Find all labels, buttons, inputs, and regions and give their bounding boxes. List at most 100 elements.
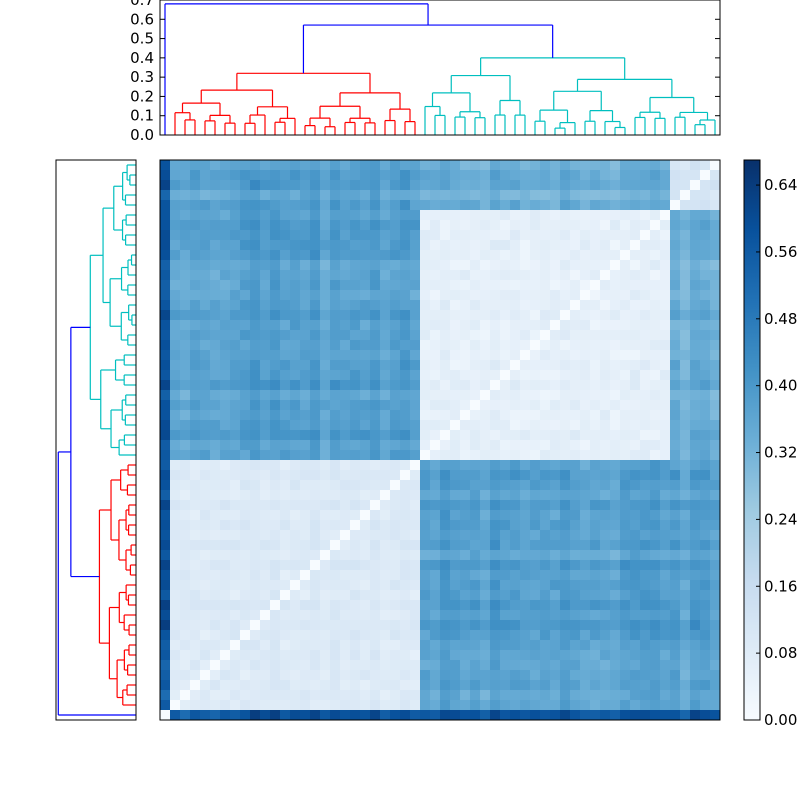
heatmap-cell — [200, 710, 211, 721]
heatmap-cell — [380, 610, 391, 621]
heatmap-cell — [230, 430, 241, 441]
heatmap-cell — [630, 250, 641, 261]
heatmap-cell — [670, 430, 681, 441]
heatmap-cell — [390, 690, 401, 701]
heatmap-cell — [610, 260, 621, 271]
heatmap-cell — [660, 430, 671, 441]
heatmap-cell — [580, 320, 591, 331]
heatmap-cell — [500, 280, 511, 291]
heatmap-cell — [440, 460, 451, 471]
heatmap-cell — [170, 600, 181, 611]
heatmap-cell — [510, 490, 521, 501]
heatmap-cell — [510, 350, 521, 361]
heatmap-cell — [650, 640, 661, 651]
left-dendrogram-frame — [55, 159, 137, 721]
heatmap-cell — [230, 660, 241, 671]
heatmap-cell — [510, 640, 521, 651]
heatmap-cell — [200, 600, 211, 611]
heatmap-cell — [590, 410, 601, 421]
heatmap-cell — [610, 220, 621, 231]
heatmap-cell — [450, 530, 461, 541]
heatmap-cell — [580, 170, 591, 181]
heatmap-cell — [550, 490, 561, 501]
heatmap-cell — [260, 480, 271, 491]
heatmap-cell — [580, 510, 591, 521]
heatmap-cell — [160, 620, 171, 631]
heatmap-cell — [310, 540, 321, 551]
heatmap-cell — [350, 440, 361, 451]
heatmap-cell — [620, 470, 631, 481]
heatmap-cell — [330, 350, 341, 361]
heatmap-cell — [190, 630, 201, 641]
heatmap-cell — [570, 440, 581, 451]
heatmap-cell — [650, 440, 661, 451]
heatmap-cell — [700, 540, 711, 551]
heatmap-cell — [350, 640, 361, 651]
heatmap-cell — [630, 380, 641, 391]
heatmap-cell — [290, 200, 301, 211]
heatmap-cell — [170, 480, 181, 491]
heatmap-cell — [690, 170, 701, 181]
heatmap-cell — [390, 300, 401, 311]
heatmap-cell — [280, 460, 291, 471]
heatmap-cell — [180, 200, 191, 211]
heatmap-cell — [440, 280, 451, 291]
heatmap-cell — [280, 210, 291, 221]
heatmap-cell — [430, 590, 441, 601]
heatmap-cell — [330, 310, 341, 321]
heatmap-cell — [300, 510, 311, 521]
heatmap-cell — [560, 490, 571, 501]
heatmap-cell — [260, 700, 271, 711]
heatmap-cell — [510, 320, 521, 331]
heatmap-cell — [600, 180, 611, 191]
heatmap-cell — [270, 370, 281, 381]
heatmap-cell — [690, 660, 701, 671]
heatmap-cell — [700, 320, 711, 331]
heatmap-cell — [160, 510, 171, 521]
heatmap-cell — [530, 230, 541, 241]
heatmap-cell — [520, 450, 531, 461]
heatmap-cell — [220, 510, 231, 521]
heatmap-cell — [440, 330, 451, 341]
heatmap-cell — [460, 640, 471, 651]
heatmap-cell — [350, 510, 361, 521]
heatmap-cell — [700, 470, 711, 481]
heatmap-cell — [180, 580, 191, 591]
heatmap-cell — [650, 680, 661, 691]
heatmap-cell — [520, 640, 531, 651]
heatmap-cell — [640, 690, 651, 701]
heatmap-cell — [500, 480, 511, 491]
heatmap-cell — [490, 630, 501, 641]
heatmap-cell — [420, 520, 431, 531]
heatmap-cell — [420, 280, 431, 291]
heatmap-cell — [630, 660, 641, 671]
heatmap-cell — [650, 300, 661, 311]
heatmap-cell — [410, 440, 421, 451]
heatmap-cell — [580, 540, 591, 551]
heatmap-cell — [440, 180, 451, 191]
heatmap-cell — [550, 530, 561, 541]
heatmap-cell — [380, 360, 391, 371]
heatmap-cell — [320, 600, 331, 611]
heatmap-cell — [160, 490, 171, 501]
heatmap-cell — [420, 200, 431, 211]
heatmap-cell — [660, 630, 671, 641]
heatmap-cell — [610, 510, 621, 521]
heatmap-cell — [250, 510, 261, 521]
heatmap-cell — [490, 400, 501, 411]
heatmap-cell — [270, 670, 281, 681]
heatmap-cell — [560, 340, 571, 351]
heatmap-cell — [350, 170, 361, 181]
heatmap-cell — [180, 610, 191, 621]
heatmap-cell — [400, 460, 411, 471]
heatmap-cell — [520, 590, 531, 601]
heatmap-cell — [220, 250, 231, 261]
heatmap-cell — [320, 620, 331, 631]
heatmap-cell — [610, 470, 621, 481]
heatmap-cell — [700, 190, 711, 201]
heatmap-cell — [710, 180, 721, 191]
heatmap-cell — [410, 250, 421, 261]
heatmap-cell — [460, 610, 471, 621]
heatmap-cell — [230, 290, 241, 301]
heatmap-cell — [220, 290, 231, 301]
